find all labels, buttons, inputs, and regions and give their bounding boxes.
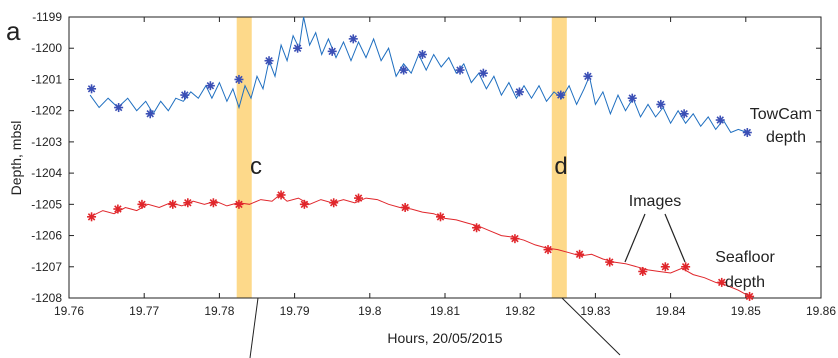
data-point-marker [717,277,727,287]
band-d-label: d [554,153,567,180]
y-tick-label: -1203 [31,135,62,149]
data-point-marker [87,84,97,94]
plot-frame [68,16,822,299]
band-c-label: c [250,153,262,180]
data-point-marker [435,212,445,222]
seafloor-label-line2: depth [725,274,765,291]
towcam-label-line2: depth [766,129,806,146]
x-tick-label: 19.85 [731,304,761,318]
series-line-0 [89,16,748,134]
x-tick-label: 19.83 [580,304,610,318]
data-point-marker [87,212,97,222]
data-point-marker [627,93,637,103]
data-point-marker [114,103,124,113]
data-point-marker [742,128,752,138]
data-point-marker [329,198,339,208]
y-tick-label: -1202 [31,104,62,118]
data-point-marker [400,202,410,212]
y-axis-label: Depth, mbsl [8,121,24,196]
data-point-marker [472,223,482,233]
data-point-marker [234,74,244,84]
data-point-marker [417,49,427,59]
data-point-marker [137,199,147,209]
x-ticks: 19.76 19.77 19.78 19.79 19.8 19.81 19.82 19.83 1… [54,17,836,318]
highlight-bands [236,17,567,298]
data-point-marker [656,99,666,109]
data-point-marker [510,234,520,244]
data-point-marker [399,65,409,75]
data-point-marker [556,90,566,100]
data-point-marker [354,193,364,203]
data-point-marker [168,199,178,209]
y-tick-label: -1208 [31,291,62,305]
data-point-marker [264,56,274,66]
data-point-marker [276,190,286,200]
y-tick-label: -1205 [31,197,62,211]
series-line-1 [89,194,750,297]
data-point-marker [514,87,524,97]
x-tick-label: 19.82 [505,304,535,318]
data-point-marker [575,249,585,259]
x-axis-label: Hours, 20/05/2015 [387,330,502,346]
data-point-marker [299,199,309,209]
x-tick-label: 19.78 [204,304,234,318]
data-point-marker [234,199,244,209]
seafloor-label-line1: Seafloor [715,249,775,266]
data-point-marker [205,81,215,91]
y-tick-label: -1200 [31,41,62,55]
images-label: Images [629,193,681,210]
data-point-marker [348,34,358,44]
y-tick-label: -1204 [31,166,62,180]
x-tick-label: 19.84 [656,304,686,318]
data-point-marker [180,90,190,100]
y-tick-label: -1199 [32,10,62,24]
y-ticks: -1199 -1200 -1201 -1202 -1203 -1204 -1205 -1206… [31,10,821,305]
x-tick-label: 19.86 [806,304,836,318]
data-point-marker [745,291,755,301]
data-point-marker [681,262,691,272]
data-point-marker [293,43,303,53]
y-tick-label: -1207 [31,260,62,274]
data-point-marker [145,109,155,119]
series-markers [87,34,755,301]
data-point-marker [638,266,648,276]
x-tick-label: 19.76 [54,304,84,318]
data-point-marker [543,245,553,255]
data-point-marker [679,109,689,119]
images-pointer-2 [664,213,686,263]
data-point-marker [113,204,123,214]
data-point-marker [183,198,193,208]
data-point-marker [605,257,615,267]
x-tick-label: 19.77 [129,304,159,318]
series-lines [89,16,750,297]
highlight-band-d [551,17,567,298]
images-pointer-1 [624,213,646,263]
data-point-marker [455,65,465,75]
data-point-marker [583,71,593,81]
data-point-marker [208,198,218,208]
callout-line-c [249,297,259,358]
x-tick-label: 19.81 [430,304,460,318]
data-point-marker [715,115,725,125]
highlight-band-c [236,17,252,298]
panel-label: a [6,16,21,46]
y-tick-label: -1206 [31,229,62,243]
data-point-marker [327,46,337,56]
x-tick-label: 19.79 [280,304,310,318]
data-point-marker [660,262,670,272]
data-point-marker [478,68,488,78]
x-tick-label: 19.8 [358,304,382,318]
towcam-label-line1: TowCam [750,106,812,123]
callout-line-d [561,297,621,356]
y-tick-label: -1201 [31,72,62,86]
